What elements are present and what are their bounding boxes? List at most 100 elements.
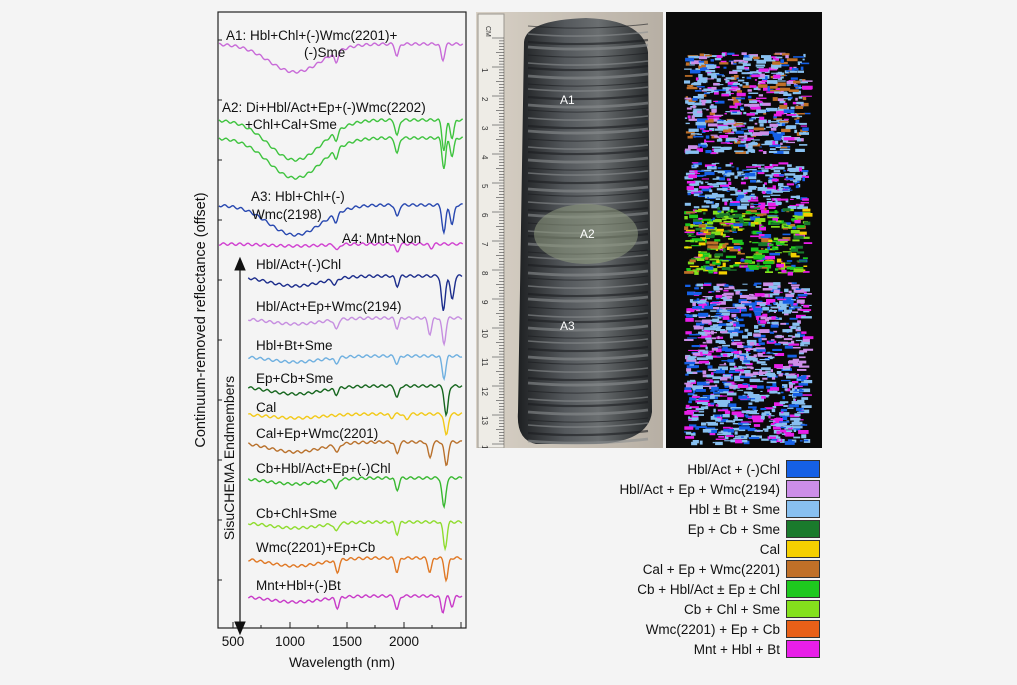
map-pixel bbox=[731, 339, 741, 341]
map-pixel bbox=[784, 388, 788, 391]
map-pixel bbox=[782, 396, 785, 400]
ruler-number: 3 bbox=[480, 126, 489, 131]
map-pixel bbox=[782, 422, 788, 426]
map-pixel bbox=[799, 350, 808, 353]
map-pixel bbox=[753, 348, 757, 352]
map-pixel bbox=[779, 100, 786, 104]
map-pixel bbox=[739, 175, 747, 177]
map-pixel bbox=[802, 85, 813, 90]
map-pixel bbox=[716, 115, 722, 118]
map-pixel bbox=[692, 105, 696, 109]
core-band bbox=[527, 396, 649, 402]
map-pixel bbox=[692, 306, 698, 309]
map-pixel bbox=[711, 231, 721, 236]
map-pixel bbox=[731, 339, 734, 342]
map-pixel bbox=[772, 185, 776, 189]
map-pixel bbox=[763, 213, 767, 216]
map-pixel bbox=[755, 395, 762, 399]
map-pixel bbox=[710, 304, 717, 306]
map-pixel bbox=[701, 218, 712, 221]
map-pixel bbox=[703, 130, 709, 132]
map-pixel bbox=[796, 334, 805, 337]
map-pixel bbox=[739, 353, 749, 356]
map-pixel bbox=[760, 225, 765, 228]
map-pixel bbox=[710, 402, 715, 405]
core-band bbox=[527, 156, 649, 164]
core-band bbox=[527, 191, 649, 197]
core-band bbox=[527, 93, 649, 101]
map-pixel bbox=[798, 351, 804, 355]
map-pixel bbox=[764, 166, 774, 169]
legend-swatch bbox=[786, 600, 820, 618]
map-pixel bbox=[785, 177, 794, 180]
map-pixel bbox=[710, 302, 722, 304]
map-pixel bbox=[769, 164, 779, 167]
core-label-a1: A1 bbox=[560, 93, 575, 107]
map-pixel bbox=[761, 169, 769, 173]
map-pixel bbox=[727, 99, 734, 101]
map-pixel bbox=[693, 162, 702, 166]
map-pixel bbox=[758, 149, 763, 152]
legend-item: Cb + Hbl/Act ± Ep ± Chl bbox=[637, 578, 820, 600]
map-pixel bbox=[797, 419, 804, 421]
legend-swatch bbox=[786, 480, 820, 498]
map-pixel bbox=[741, 362, 751, 365]
map-pixel bbox=[716, 297, 720, 300]
map-pixel bbox=[754, 409, 758, 412]
map-pixel bbox=[725, 223, 734, 225]
map-pixel bbox=[732, 54, 739, 56]
map-pixel bbox=[775, 317, 780, 320]
map-pixel bbox=[750, 203, 754, 205]
map-pixel bbox=[801, 331, 807, 334]
map-pixel bbox=[741, 128, 748, 130]
map-pixel bbox=[788, 394, 792, 396]
map-pixel bbox=[729, 321, 737, 324]
map-pixel bbox=[716, 370, 725, 374]
map-pixel bbox=[756, 317, 760, 320]
map-pixel bbox=[772, 353, 778, 355]
map-pixel bbox=[768, 131, 774, 134]
map-pixel bbox=[696, 86, 705, 88]
map-pixel bbox=[778, 341, 788, 344]
x-tick-label: 1500 bbox=[332, 634, 362, 649]
map-pixel bbox=[713, 82, 720, 86]
map-pixel bbox=[727, 355, 730, 358]
map-pixel bbox=[727, 119, 735, 124]
map-pixel bbox=[750, 133, 754, 137]
legend-swatch bbox=[786, 460, 820, 478]
map-pixel bbox=[685, 100, 689, 104]
map-pixel bbox=[765, 352, 774, 354]
map-pixel bbox=[740, 370, 751, 374]
map-pixel bbox=[790, 106, 795, 109]
map-pixel bbox=[793, 346, 801, 349]
map-pixel bbox=[801, 316, 812, 319]
map-pixel bbox=[758, 202, 766, 207]
map-pixel bbox=[770, 240, 778, 243]
map-pixel bbox=[732, 128, 737, 132]
map-pixel bbox=[785, 222, 791, 225]
map-pixel bbox=[794, 182, 797, 185]
map-pixel bbox=[714, 239, 721, 242]
map-pixel bbox=[701, 332, 708, 336]
map-pixel bbox=[697, 170, 705, 172]
map-pixel bbox=[778, 438, 782, 442]
map-pixel bbox=[752, 408, 757, 411]
map-pixel bbox=[743, 132, 751, 135]
map-pixel bbox=[705, 226, 715, 229]
map-pixel bbox=[791, 218, 794, 221]
map-pixel bbox=[740, 301, 752, 305]
map-pixel bbox=[711, 86, 717, 90]
map-pixel bbox=[759, 123, 764, 127]
map-pixel bbox=[708, 429, 718, 434]
map-pixel bbox=[716, 336, 724, 339]
map-pixel bbox=[764, 372, 775, 375]
map-pixel bbox=[756, 67, 764, 69]
map-pixel bbox=[725, 235, 730, 237]
map-pixel bbox=[700, 181, 704, 185]
map-pixel bbox=[718, 395, 728, 397]
map-pixel bbox=[782, 416, 788, 421]
map-pixel bbox=[715, 198, 721, 200]
map-pixel bbox=[725, 137, 737, 142]
map-pixel bbox=[765, 264, 772, 269]
map-pixel bbox=[785, 365, 791, 369]
